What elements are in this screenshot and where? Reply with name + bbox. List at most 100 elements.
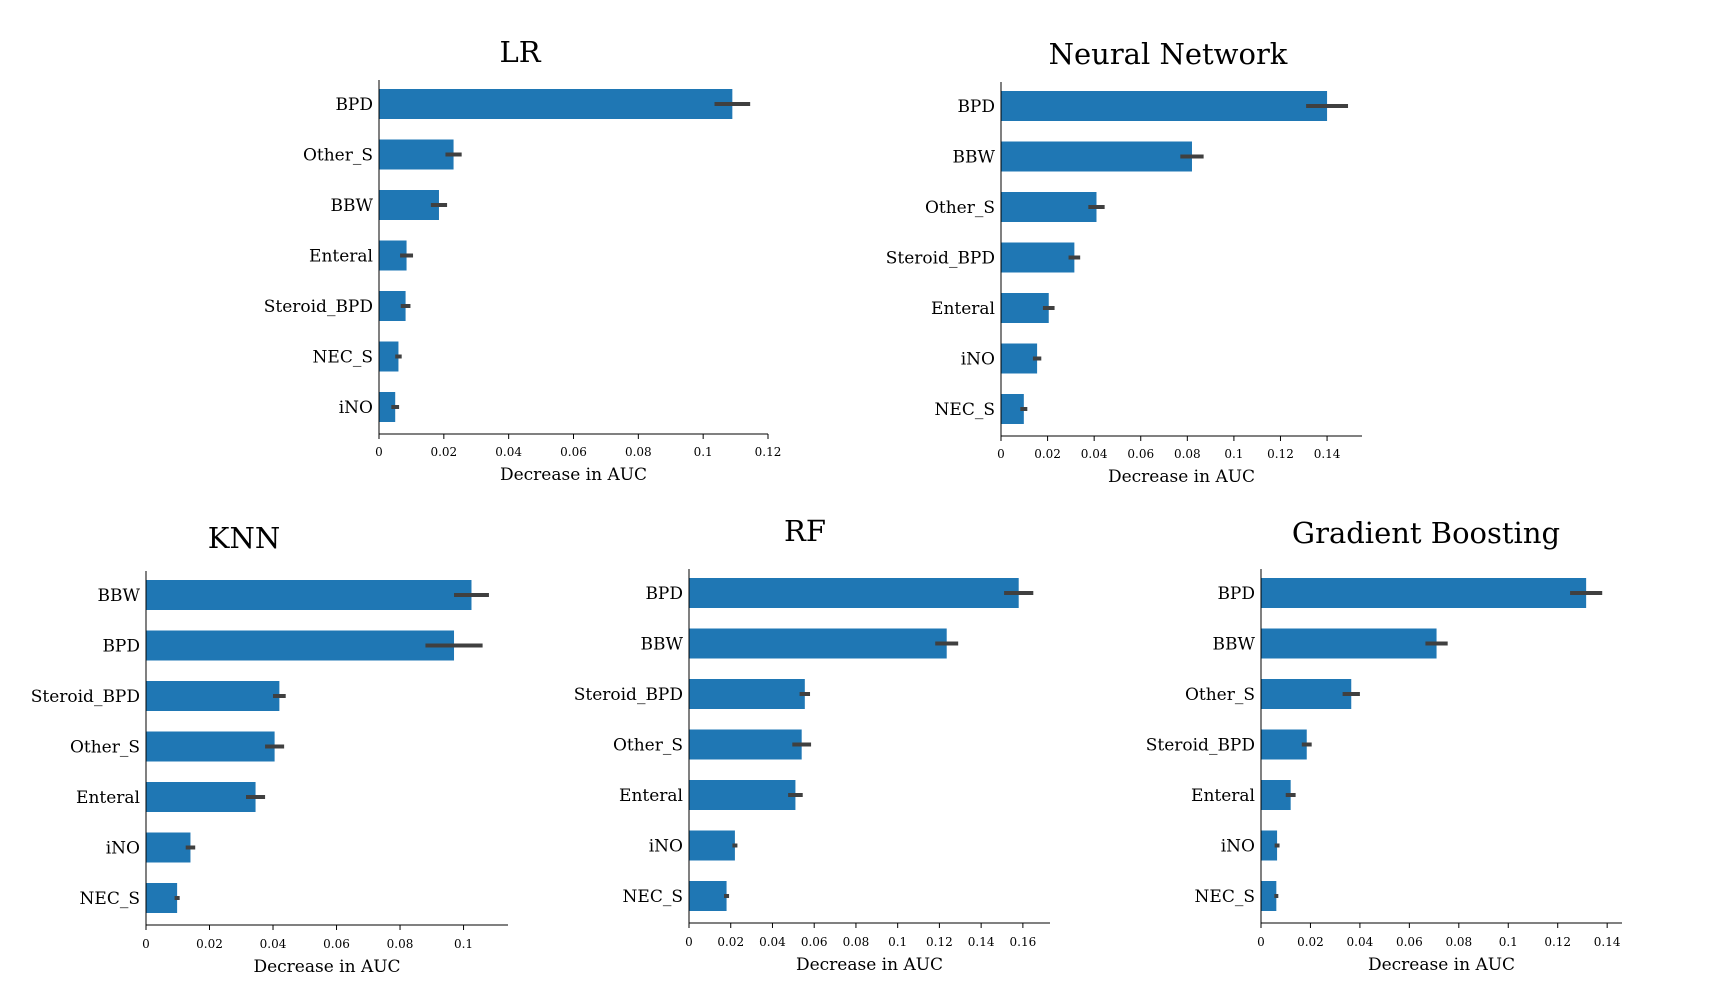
bar-nec-s	[379, 341, 399, 372]
bar-bbw	[379, 190, 439, 220]
x-tick-label: 0.08	[625, 445, 652, 459]
category-label: Enteral	[619, 786, 683, 806]
bar-ino	[1261, 830, 1278, 861]
x-axis-label: Decrease in AUC	[500, 465, 647, 485]
bar-ino	[146, 832, 191, 863]
category-label: Enteral	[76, 788, 140, 808]
category-label: iNO	[106, 839, 140, 859]
x-tick-label: 0.1	[888, 935, 907, 949]
category-label: iNO	[961, 350, 995, 370]
chart-panel-4: Gradient Boosting BPD BBW Other_S Steroid_BP…	[1146, 516, 1622, 975]
bar-bbw	[689, 628, 947, 659]
bar-ino	[689, 830, 735, 861]
x-axis-label: Decrease in AUC	[1108, 467, 1255, 487]
bar-nec-s	[689, 881, 727, 911]
bar-bpd	[689, 578, 1019, 608]
bar-bpd	[1001, 91, 1328, 121]
x-axis-label: Decrease in AUC	[253, 957, 400, 977]
bar-bbw	[1261, 628, 1437, 659]
bar-nec-s	[146, 883, 178, 913]
chart-title: Neural Network	[1049, 37, 1288, 71]
bar-enteral	[146, 782, 256, 812]
x-tick-label: 0	[142, 937, 150, 951]
x-tick-label: 0	[1257, 935, 1265, 949]
bar-bpd	[146, 630, 455, 661]
x-tick-label: 0.08	[843, 935, 870, 949]
x-tick-label: 0.14	[1594, 935, 1621, 949]
category-label: BBW	[1213, 635, 1256, 655]
x-tick-label: 0.02	[196, 937, 223, 951]
category-label: Steroid_BPD	[1146, 736, 1255, 756]
category-label: BPD	[335, 95, 373, 115]
x-tick-label: 0	[685, 935, 693, 949]
category-label: Steroid_BPD	[264, 297, 373, 317]
x-tick-label: 0.02	[717, 935, 744, 949]
x-tick-label: 0.1	[454, 937, 473, 951]
x-tick-label: 0	[375, 445, 383, 459]
category-label: BBW	[641, 635, 684, 655]
x-axis-label: Decrease in AUC	[1368, 955, 1515, 975]
bar-other-s	[379, 139, 454, 170]
category-label: Other_S	[70, 738, 140, 758]
bar-ino	[1001, 343, 1038, 374]
category-label: NEC_S	[1195, 887, 1255, 907]
x-tick-label: 0.1	[694, 445, 713, 459]
chart-panel-1: Neural Network BPD BBW Other_S Steroid_BPD En…	[886, 37, 1362, 487]
x-tick-label: 0.04	[759, 935, 786, 949]
category-label: iNO	[649, 837, 683, 857]
bar-other-s	[689, 729, 802, 760]
bar-nec-s	[1001, 394, 1024, 424]
x-tick-label: 0.12	[1267, 447, 1294, 461]
x-tick-label: 0.14	[1314, 447, 1341, 461]
chart-panel-2: KNN BBW BPD Steroid_BPD Other_S Enteral iNO NEC…	[31, 521, 508, 977]
category-label: Steroid_BPD	[31, 687, 140, 707]
x-tick-label: 0.04	[1081, 447, 1108, 461]
chart-panel-3: RF BPD BBW Steroid_BPD Other_S Enteral iNO NEC_…	[574, 514, 1050, 975]
x-tick-label: 0.08	[387, 937, 414, 951]
category-label: NEC_S	[313, 348, 373, 368]
bar-nec-s	[1261, 881, 1277, 911]
category-label: BBW	[98, 586, 141, 606]
bar-other-s	[1261, 679, 1352, 709]
bar-bbw	[146, 580, 472, 610]
category-label: BBW	[953, 148, 996, 168]
category-label: Other_S	[303, 146, 373, 166]
x-tick-label: 0.14	[968, 935, 995, 949]
category-label: BPD	[645, 584, 683, 604]
category-label: BPD	[1217, 584, 1255, 604]
x-tick-label: 0.06	[1127, 447, 1154, 461]
x-tick-label: 0.12	[755, 445, 782, 459]
x-tick-label: 0.06	[323, 937, 350, 951]
chart-title: LR	[499, 35, 541, 69]
x-axis-label: Decrease in AUC	[796, 955, 943, 975]
chart-title: RF	[784, 514, 826, 548]
category-label: Other_S	[925, 198, 995, 218]
category-label: Enteral	[309, 247, 373, 267]
category-label: BBW	[331, 196, 374, 216]
x-tick-label: 0.08	[1174, 447, 1201, 461]
category-label: iNO	[1221, 837, 1255, 857]
category-label: Enteral	[1191, 786, 1255, 806]
chart-title: KNN	[208, 521, 280, 555]
x-tick-label: 0.04	[495, 445, 522, 459]
bar-steroid-bpd	[689, 679, 805, 709]
chart-panel-0: LR BPD Other_S BBW Enteral Steroid_BPD NEC_S iN…	[264, 35, 782, 485]
bar-other-s	[1001, 192, 1097, 222]
chart-title: Gradient Boosting	[1292, 516, 1560, 550]
x-tick-label: 0.08	[1445, 935, 1472, 949]
x-tick-label: 0.16	[1010, 935, 1037, 949]
x-tick-label: 0.02	[430, 445, 457, 459]
bar-steroid-bpd	[1261, 729, 1307, 760]
x-tick-label: 0.1	[1499, 935, 1518, 949]
bar-steroid-bpd	[146, 681, 280, 711]
category-label: Other_S	[613, 736, 683, 756]
category-label: Enteral	[931, 299, 995, 319]
category-label: Steroid_BPD	[886, 249, 995, 269]
category-label: BPD	[102, 637, 140, 657]
category-label: NEC_S	[935, 400, 995, 420]
x-tick-label: 0.12	[1544, 935, 1571, 949]
x-tick-label: 0.1	[1224, 447, 1243, 461]
x-tick-label: 0.02	[1297, 935, 1324, 949]
x-tick-label: 0.04	[260, 937, 287, 951]
